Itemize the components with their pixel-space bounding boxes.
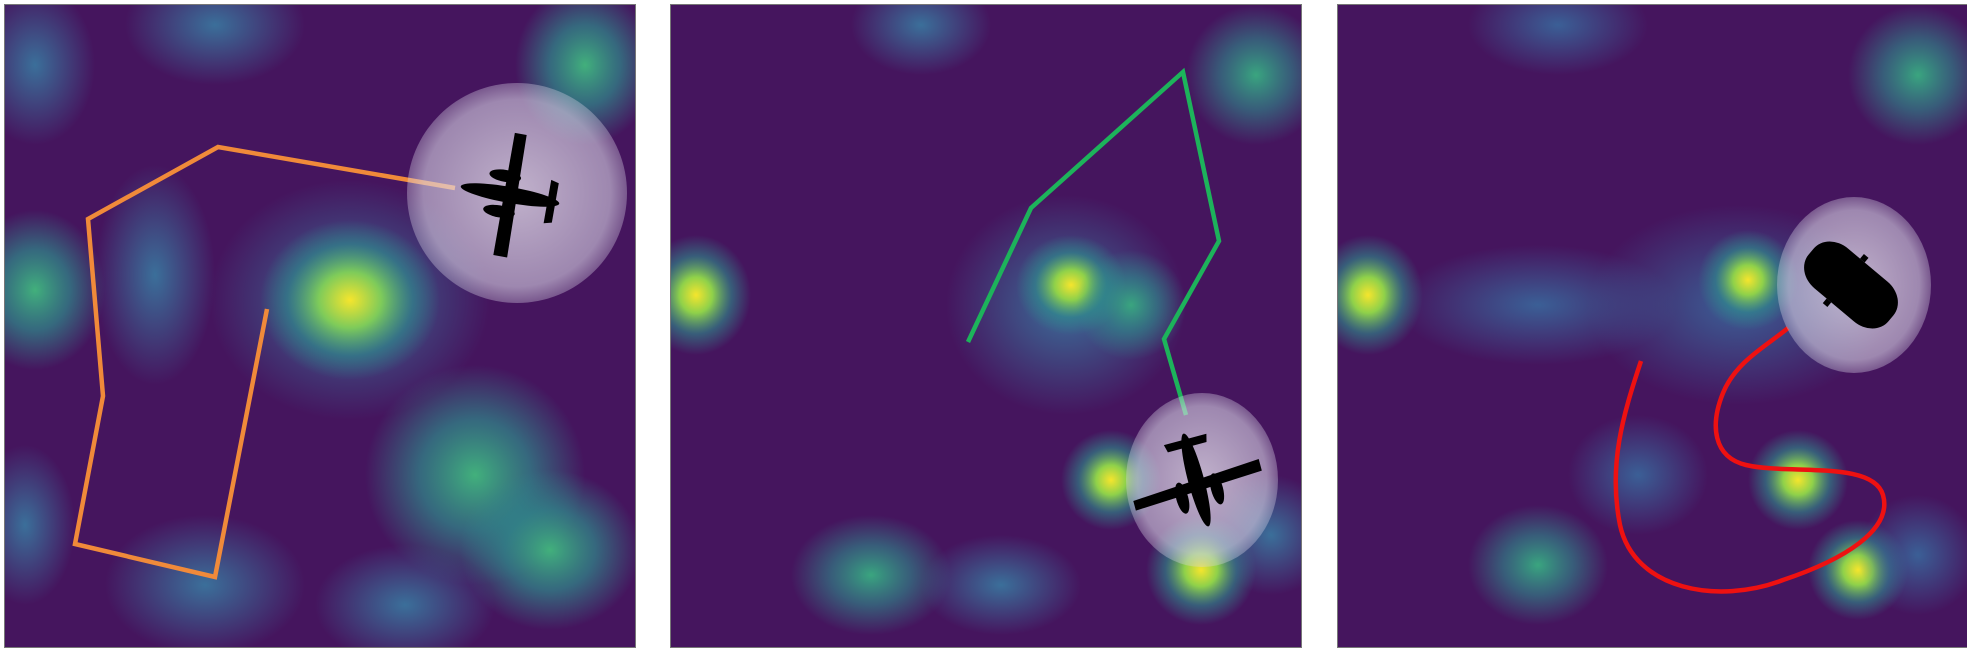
heatmap-panel-1: [5, 5, 635, 647]
heatmap-panel-3: [1338, 5, 1967, 647]
trajectory-path: [1613, 326, 1887, 594]
airplane-icon: [1133, 433, 1262, 527]
heat-blobs: [671, 5, 1301, 635]
trajectory-path: [72, 144, 456, 580]
panel-2-scene: [671, 5, 1301, 647]
heatmap-panel-2: [671, 5, 1301, 647]
airplane-icon: [460, 132, 560, 258]
heat-blobs: [1338, 5, 1967, 625]
car-icon: [1804, 241, 1898, 329]
panel-3-scene: [1338, 5, 1967, 647]
trajectory-path: [965, 67, 1222, 416]
panel-1-scene: [5, 5, 635, 647]
heat-blobs: [5, 5, 635, 647]
